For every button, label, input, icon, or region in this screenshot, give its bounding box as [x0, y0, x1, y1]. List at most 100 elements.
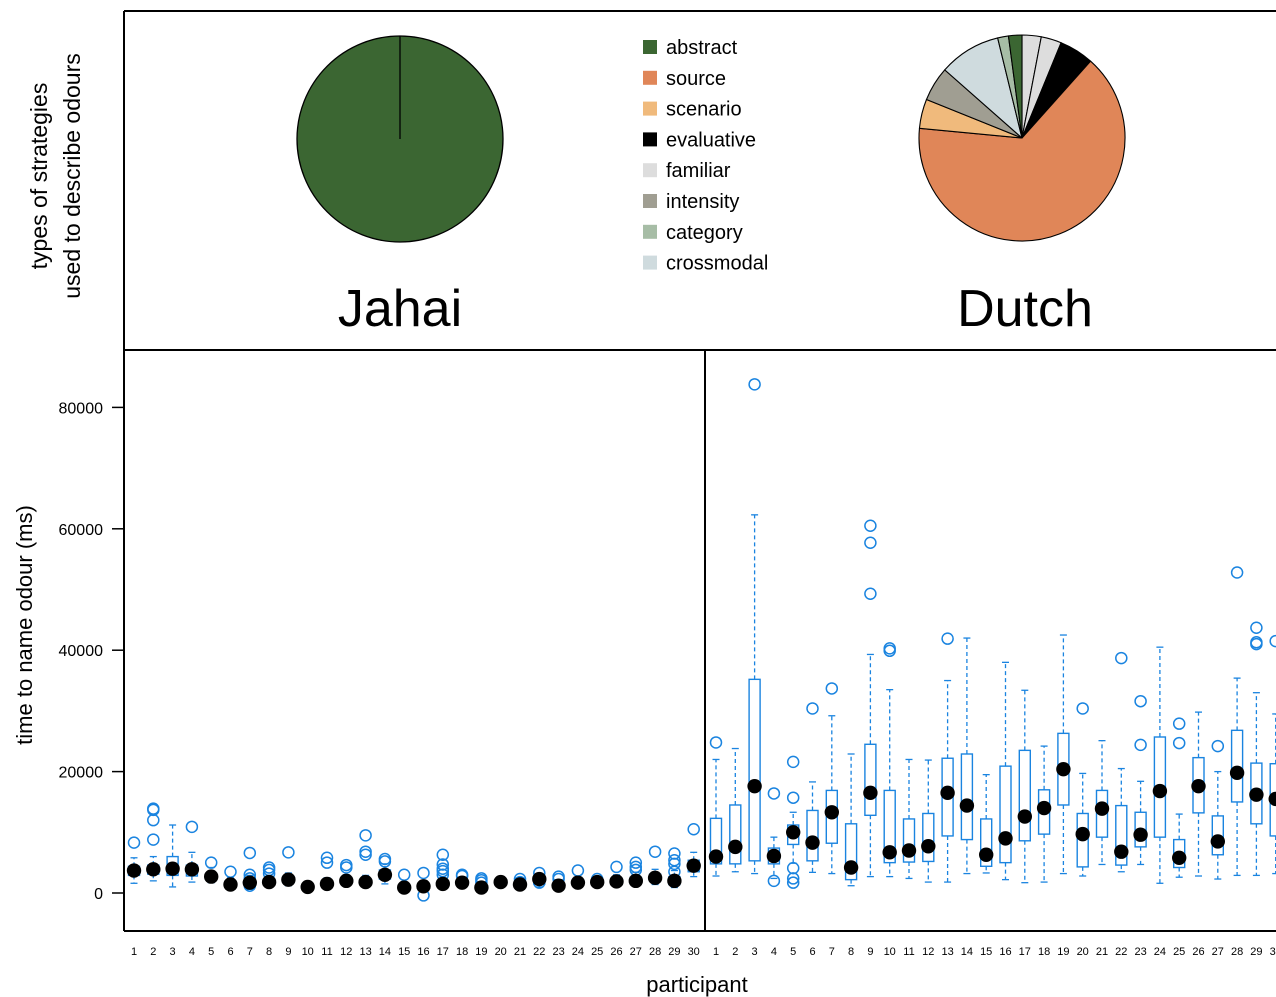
outlier-point	[127, 836, 141, 849]
x-tick-label: 16	[999, 946, 1011, 958]
box-jahai-26	[609, 860, 624, 889]
pie-slice-abstract	[1007, 34, 1023, 139]
outlier-point	[1269, 634, 1276, 648]
outlier-point	[204, 856, 218, 869]
median-point	[728, 839, 743, 855]
x-tick-label: 1	[713, 946, 719, 958]
outlier-point	[147, 833, 160, 846]
x-tick-label: 11	[321, 946, 332, 958]
box-jahai-16	[416, 866, 431, 902]
x-tick-label: 22	[1115, 946, 1127, 958]
box-jahai-4	[184, 820, 200, 883]
box-dutch-25	[1172, 717, 1187, 878]
legend-swatch-category	[643, 224, 657, 239]
box-dutch-17	[1017, 689, 1032, 884]
median-point	[1036, 800, 1052, 816]
box-iqr	[729, 804, 742, 865]
y-tick-label: 60000	[59, 522, 104, 539]
legend-label-abstract: abstract	[666, 37, 738, 59]
median-point	[1075, 826, 1090, 842]
box-dutch-26	[1191, 711, 1206, 877]
x-tick-label: 7	[829, 946, 835, 958]
median-point	[998, 831, 1013, 846]
outlier-point	[359, 829, 372, 842]
legend: abstract source scenario evaluative familiar…	[643, 37, 768, 275]
x-tick-label: 25	[1173, 946, 1185, 958]
box-dutch-2	[728, 747, 743, 873]
legend-swatch-familiar	[643, 163, 657, 178]
x-tick-label: 16	[417, 946, 429, 958]
legend-swatch-crossmodal	[643, 255, 657, 270]
box-jahai-21	[512, 872, 528, 892]
median-point	[921, 839, 936, 854]
outlier-point	[320, 856, 334, 869]
outlier-point	[320, 851, 334, 865]
x-tick-label: 5	[790, 946, 796, 958]
box-jahai-10	[300, 879, 315, 895]
x-tick-label: 15	[398, 946, 410, 958]
median-point	[570, 875, 586, 890]
outlier-point	[1134, 694, 1147, 708]
y-tick-label: 20000	[59, 765, 104, 782]
median-point	[686, 858, 701, 873]
legend-label-category: category	[666, 222, 743, 244]
x-tick-label: 11	[903, 946, 914, 958]
box-dutch-10	[882, 642, 897, 878]
legend-label-evaluative: evaluative	[666, 129, 756, 151]
median-point	[281, 872, 296, 887]
group-label-dutch: Dutch	[957, 280, 1093, 338]
outlier-point	[397, 868, 411, 882]
box-dutch-1	[708, 736, 724, 877]
median-point	[1017, 809, 1032, 824]
x-tick-label: 13	[359, 946, 371, 958]
legend-label-scenario: scenario	[666, 99, 742, 121]
outlier-point	[941, 632, 954, 645]
outlier-point	[1115, 651, 1128, 665]
outlier-point	[883, 642, 896, 655]
x-tick-label: 22	[533, 946, 545, 958]
box-dutch-3	[747, 378, 762, 875]
median-point	[454, 875, 470, 890]
outlier-point	[1172, 717, 1186, 730]
median-point	[901, 843, 917, 858]
outlier-point	[1134, 738, 1147, 752]
x-tick-label: 3	[170, 946, 176, 958]
box-jahai-25	[590, 872, 605, 890]
outlier-point	[648, 845, 662, 858]
box-iqr	[960, 753, 974, 841]
median-point	[590, 874, 605, 890]
median-point	[979, 847, 994, 862]
median-point	[863, 785, 878, 801]
box-jahai-2	[146, 802, 161, 882]
box-dutch-6	[805, 702, 820, 874]
median-point	[1056, 761, 1071, 777]
box-jahai-18	[454, 868, 470, 890]
group-label-jahai: Jahai	[338, 280, 462, 338]
median-point	[184, 862, 200, 877]
x-tick-label: 26	[1192, 946, 1204, 958]
median-point	[747, 778, 762, 794]
box-jahai-8	[261, 861, 277, 890]
box-iqr	[864, 743, 877, 817]
y-tick-label: 0	[94, 886, 103, 903]
legend-swatch-source	[643, 70, 657, 85]
x-tick-label: 21	[1096, 946, 1108, 958]
x-tick-label: 6	[809, 946, 815, 958]
x-tick-label: 6	[227, 946, 233, 958]
outlier-point	[786, 755, 800, 769]
box-dutch-18	[1036, 745, 1052, 883]
box-dutch-30	[1268, 634, 1276, 875]
outlier-point	[340, 861, 353, 874]
median-point	[940, 785, 955, 801]
box-dutch-20	[1075, 702, 1090, 877]
box-jahai-20	[493, 874, 508, 890]
outlier-point	[786, 876, 800, 889]
legend-swatch-intensity	[643, 194, 657, 208]
x-tick-label: 14	[961, 946, 973, 958]
x-tick-label: 2	[150, 946, 156, 958]
x-tick-label: 19	[1057, 946, 1069, 958]
x-tick-label: 21	[514, 946, 526, 958]
x-tick-label: 9	[867, 946, 873, 958]
box-jahai-29	[667, 847, 682, 889]
x-tick-label: 18	[456, 946, 468, 958]
